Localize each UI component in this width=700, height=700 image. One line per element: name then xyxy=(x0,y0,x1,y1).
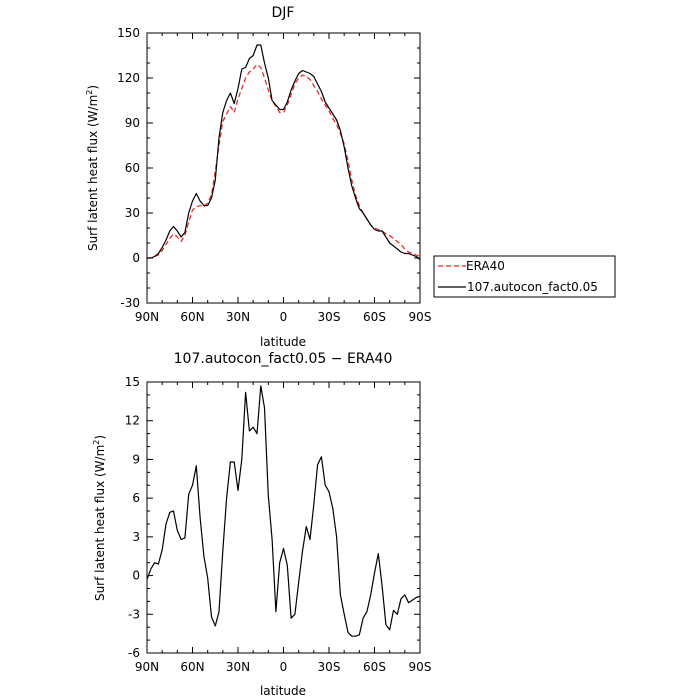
x-tick-label: 90N xyxy=(135,660,159,674)
y-tick-label: 150 xyxy=(117,26,140,40)
bottom-panel: 107.autocon_fact0.05 − ERA40 90N 60N 30N 0 3… xyxy=(92,351,431,698)
x-tick-label: 60N xyxy=(180,310,204,324)
top-series-line-1 xyxy=(147,44,421,260)
top-y-axis-label: Surf latent heat flux (W/m2) xyxy=(85,85,100,251)
y-tick-label: 9 xyxy=(132,452,140,466)
bottom-series xyxy=(146,385,421,637)
y-tick-label: -6 xyxy=(128,646,140,660)
bottom-x-axis-label: latitude xyxy=(260,684,306,698)
y-tick-label: 15 xyxy=(125,375,140,389)
top-panel: DJF 90N 60N 30N 0 30S 60S 90S-300306090120150 … xyxy=(85,5,616,349)
bottom-ticks: 90N 60N 30N 0 30S 60S 90S -6 -3 0 3 6 9 12 15 xyxy=(125,375,432,674)
legend-label-autocon: 107.autocon_fact0.05 xyxy=(467,280,598,294)
bottom-chart-title: 107.autocon_fact0.05 − ERA40 xyxy=(174,351,393,367)
x-tick-label: 30S xyxy=(318,310,341,324)
legend-label-era40: ERA40 xyxy=(466,259,505,273)
bottom-plot-frame xyxy=(146,381,421,654)
x-tick-label: 90S xyxy=(409,310,432,324)
y-tick-label: -30 xyxy=(120,296,140,310)
top-chart-title: DJF xyxy=(272,5,295,21)
top-series-line-0 xyxy=(147,63,421,259)
x-tick-label: 90S xyxy=(409,660,432,674)
legend-box xyxy=(433,255,616,298)
x-tick-label: 30N xyxy=(226,310,250,324)
y-tick-label: 0 xyxy=(132,569,140,583)
top-ticks: 90N 60N 30N 0 30S 60S 90S -30 0 30 60 90 120 150 xyxy=(117,26,431,324)
top-plot-frame xyxy=(146,32,421,304)
y-tick-label: 90 xyxy=(125,116,140,130)
top-x-axis-label: latitude xyxy=(260,335,306,349)
x-tick-label: 0 xyxy=(280,660,288,674)
top-series xyxy=(147,44,421,260)
bottom-y-axis-label: Surf latent heat flux (W/m2) xyxy=(92,435,107,601)
x-tick-label: 60N xyxy=(180,660,204,674)
x-tick-label: 0 xyxy=(280,310,288,324)
bottom-series-line-0 xyxy=(146,385,421,637)
y-tick-label: 120 xyxy=(117,71,140,85)
y-tick-label: 12 xyxy=(125,414,140,428)
x-tick-label: 60S xyxy=(363,310,386,324)
y-tick-label: 3 xyxy=(132,530,140,544)
y-tick-label: 0 xyxy=(132,251,140,265)
y-tick-label: 60 xyxy=(125,161,140,175)
legend: ERA40 107.autocon_fact0.05 xyxy=(433,255,616,298)
y-tick-label: 30 xyxy=(125,206,140,220)
y-tick-label: -3 xyxy=(128,607,140,621)
x-tick-label: 60S xyxy=(363,660,386,674)
x-tick-label: 30N xyxy=(226,660,250,674)
x-tick-label: 90N xyxy=(135,310,159,324)
y-tick-label: 6 xyxy=(132,491,140,505)
x-tick-label: 30S xyxy=(318,660,341,674)
